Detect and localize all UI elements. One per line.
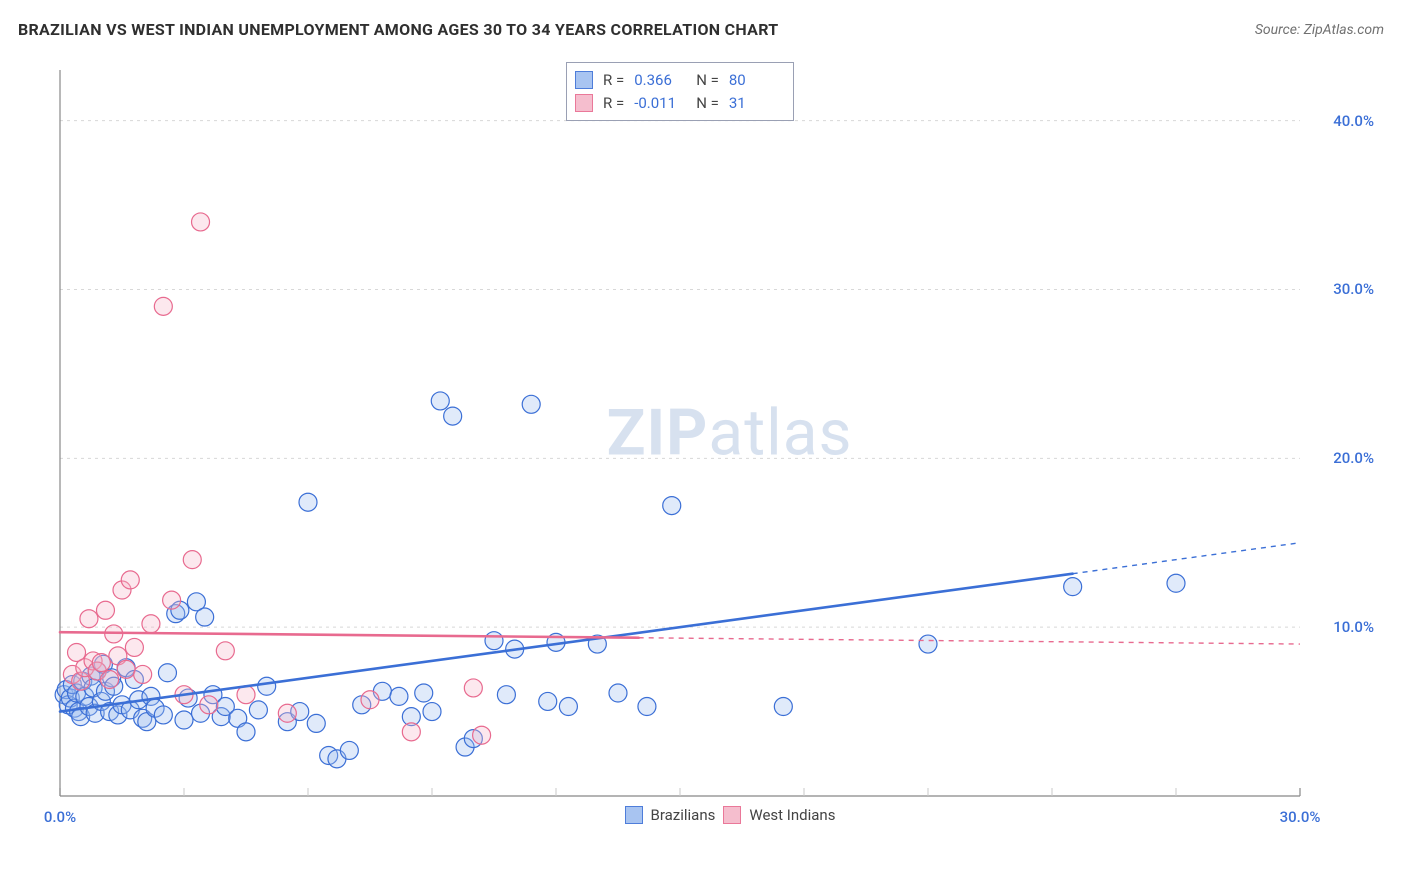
- x-tick-label: 30.0%: [1280, 808, 1321, 826]
- y-tick-label: 20.0%: [1333, 449, 1374, 467]
- chart-title: BRAZILIAN VS WEST INDIAN UNEMPLOYMENT AM…: [18, 20, 779, 39]
- x-tick-label: 0.0%: [44, 808, 76, 826]
- legend: Brazilians West Indians: [625, 806, 836, 824]
- stat-n-label: N =: [696, 69, 719, 92]
- stats-row-brazilians: R = 0.366 N = 80: [575, 69, 781, 92]
- chart-canvas: BRAZILIAN VS WEST INDIAN UNEMPLOYMENT AM…: [0, 0, 1406, 892]
- swatch-west_indians: [575, 94, 593, 112]
- legend-swatch-west_indians: [723, 806, 741, 824]
- stat-n-value-brazilians: 80: [729, 69, 781, 92]
- stat-r-value-brazilians: 0.366: [634, 69, 686, 92]
- swatch-brazilians: [575, 71, 593, 89]
- legend-item-brazilians: Brazilians: [625, 806, 716, 824]
- stats-box: R = 0.366 N = 80 R = -0.011 N = 31: [566, 62, 794, 121]
- stat-r-value-west_indians: -0.011: [634, 92, 686, 115]
- source-label: Source: ZipAtlas.com: [1255, 22, 1384, 38]
- legend-label-brazilians: Brazilians: [651, 806, 716, 824]
- legend-label-west_indians: West Indians: [749, 806, 835, 824]
- stat-r-label: R =: [603, 92, 624, 115]
- stat-r-label: R =: [603, 69, 624, 92]
- stat-n-value-west_indians: 31: [729, 92, 781, 115]
- plot-svg: [50, 60, 1380, 830]
- plot-area: ZIPatlas10.0%20.0%30.0%40.0%0.0%30.0%R =…: [50, 60, 1380, 830]
- y-tick-label: 10.0%: [1333, 618, 1374, 636]
- legend-swatch-brazilians: [625, 806, 643, 824]
- y-tick-label: 30.0%: [1333, 280, 1374, 298]
- stats-row-west_indians: R = -0.011 N = 31: [575, 92, 781, 115]
- stat-n-label: N =: [696, 92, 719, 115]
- y-tick-label: 40.0%: [1333, 112, 1374, 130]
- legend-item-west_indians: West Indians: [723, 806, 835, 824]
